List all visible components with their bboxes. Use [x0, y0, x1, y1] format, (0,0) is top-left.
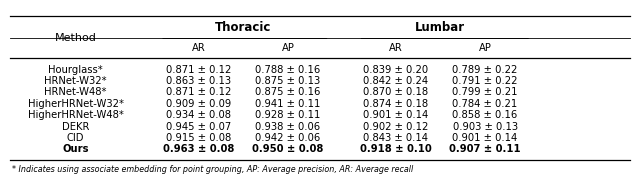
Text: 0.942 ± 0.06: 0.942 ± 0.06 — [255, 133, 321, 143]
Text: CID: CID — [67, 133, 84, 143]
Text: HigherHRNet-W32*: HigherHRNet-W32* — [28, 99, 124, 109]
Text: HRNet-W32*: HRNet-W32* — [44, 76, 107, 86]
Text: Method: Method — [54, 33, 97, 43]
Text: 0.934 ± 0.08: 0.934 ± 0.08 — [166, 110, 231, 120]
Text: 0.788 ± 0.16: 0.788 ± 0.16 — [255, 65, 321, 75]
Text: 0.875 ± 0.16: 0.875 ± 0.16 — [255, 87, 321, 97]
Text: 0.791 ± 0.22: 0.791 ± 0.22 — [452, 76, 518, 86]
Text: 0.915 ± 0.08: 0.915 ± 0.08 — [166, 133, 231, 143]
Text: 0.843 ± 0.14: 0.843 ± 0.14 — [363, 133, 428, 143]
Text: 0.918 ± 0.10: 0.918 ± 0.10 — [360, 144, 431, 154]
Text: Ours: Ours — [62, 144, 89, 154]
Text: 0.963 ± 0.08: 0.963 ± 0.08 — [163, 144, 234, 154]
Text: AP: AP — [282, 43, 294, 53]
Text: Lumbar: Lumbar — [415, 21, 465, 34]
Text: 0.799 ± 0.21: 0.799 ± 0.21 — [452, 87, 518, 97]
Text: 0.871 ± 0.12: 0.871 ± 0.12 — [166, 65, 231, 75]
Text: HigherHRNet-W48*: HigherHRNet-W48* — [28, 110, 124, 120]
Text: Thoracic: Thoracic — [215, 21, 271, 34]
Text: 0.907 ± 0.11: 0.907 ± 0.11 — [449, 144, 521, 154]
Text: 0.950 ± 0.08: 0.950 ± 0.08 — [252, 144, 324, 154]
Text: 0.789 ± 0.22: 0.789 ± 0.22 — [452, 65, 518, 75]
Text: 0.941 ± 0.11: 0.941 ± 0.11 — [255, 99, 321, 109]
Text: Hourglass*: Hourglass* — [48, 65, 103, 75]
Text: 0.874 ± 0.18: 0.874 ± 0.18 — [363, 99, 428, 109]
Text: 0.875 ± 0.13: 0.875 ± 0.13 — [255, 76, 321, 86]
Text: 0.784 ± 0.21: 0.784 ± 0.21 — [452, 99, 518, 109]
Text: 0.870 ± 0.18: 0.870 ± 0.18 — [363, 87, 428, 97]
Text: 0.903 ± 0.13: 0.903 ± 0.13 — [452, 122, 518, 132]
Text: 0.901 ± 0.14: 0.901 ± 0.14 — [452, 133, 518, 143]
Text: 0.902 ± 0.12: 0.902 ± 0.12 — [363, 122, 428, 132]
Text: * Indicates using associate embedding for point grouping, AP: Average precision,: * Indicates using associate embedding fo… — [12, 165, 413, 174]
Text: 0.839 ± 0.20: 0.839 ± 0.20 — [363, 65, 428, 75]
Text: 0.938 ± 0.06: 0.938 ± 0.06 — [255, 122, 321, 132]
Text: DEKR: DEKR — [62, 122, 89, 132]
Text: 0.842 ± 0.24: 0.842 ± 0.24 — [363, 76, 428, 86]
Text: 0.945 ± 0.07: 0.945 ± 0.07 — [166, 122, 231, 132]
Text: 0.871 ± 0.12: 0.871 ± 0.12 — [166, 87, 231, 97]
Text: 0.901 ± 0.14: 0.901 ± 0.14 — [363, 110, 428, 120]
Text: 0.909 ± 0.09: 0.909 ± 0.09 — [166, 99, 231, 109]
Text: 0.928 ± 0.11: 0.928 ± 0.11 — [255, 110, 321, 120]
Text: AR: AR — [388, 43, 403, 53]
Text: AP: AP — [479, 43, 492, 53]
Text: 0.858 ± 0.16: 0.858 ± 0.16 — [452, 110, 518, 120]
Text: 0.863 ± 0.13: 0.863 ± 0.13 — [166, 76, 231, 86]
Text: HRNet-W48*: HRNet-W48* — [44, 87, 107, 97]
Text: AR: AR — [191, 43, 205, 53]
